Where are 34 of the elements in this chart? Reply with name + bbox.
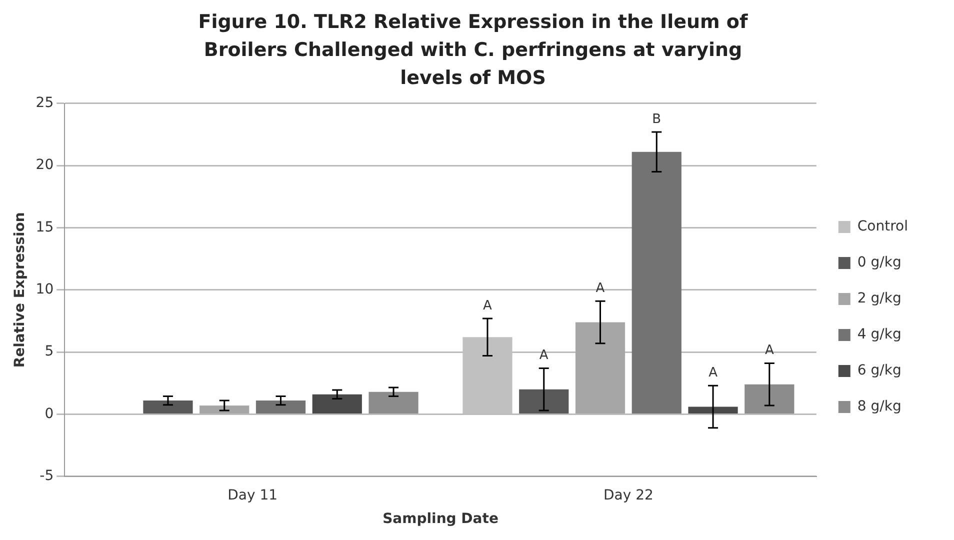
legend-label: 4 g/kg (857, 326, 902, 343)
bar (200, 406, 250, 414)
legend-label: 2 g/kg (857, 290, 902, 307)
y-tick-label: 10 (36, 282, 54, 298)
y-tick-label: 5 (44, 344, 54, 360)
bar (519, 389, 569, 414)
bar (744, 384, 794, 414)
bar (632, 152, 682, 414)
data-label: A (764, 343, 774, 358)
y-tick-label: -5 (40, 468, 54, 484)
y-tick-label: 25 (36, 95, 54, 112)
y-tick-label: 15 (36, 219, 54, 236)
bar (575, 322, 626, 414)
legend-label: 6 g/kg (857, 362, 902, 379)
legend-label: 0 g/kg (857, 254, 902, 271)
data-label: B (652, 112, 662, 127)
chart-title: Figure 10. TLR2 Relative Expression in the Ileum of Broilers Challenged with C. perfringens at varying levels of MOS (197, 10, 749, 91)
data-label: A (483, 298, 492, 314)
bar (143, 400, 193, 414)
x-axis-title: Sampling Date (382, 511, 498, 528)
y-axis-title: Relative Expression (12, 212, 28, 368)
y-tick-label: 0 (44, 406, 54, 422)
data-label: A (539, 348, 548, 364)
data-label: A (708, 366, 718, 381)
bar (312, 394, 362, 414)
legend-label: Control (857, 218, 908, 235)
bar (256, 400, 306, 414)
y-tick-label: 20 (36, 157, 54, 174)
legend-label: 8 g/kg (857, 398, 902, 415)
data-label: A (596, 280, 605, 296)
x-tick-label: Day 22 (603, 487, 654, 504)
bar (368, 392, 418, 414)
x-tick-label: Day 11 (228, 487, 278, 504)
bar (688, 406, 738, 414)
